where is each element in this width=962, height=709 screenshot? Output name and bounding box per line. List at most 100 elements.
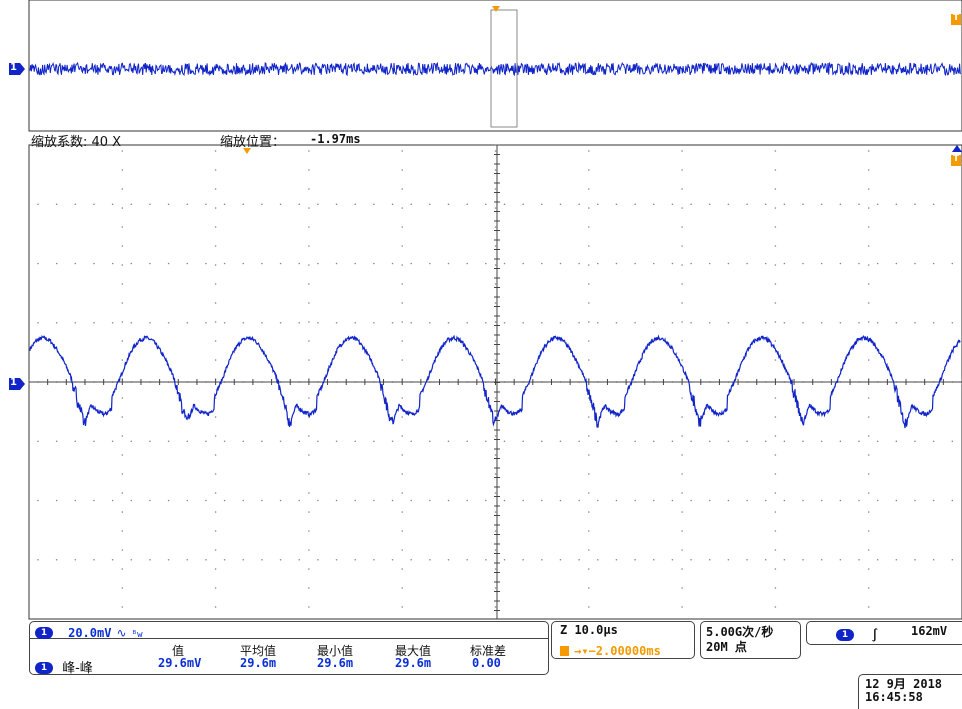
channel-1-ground-marker-zoom[interactable] xyxy=(9,378,25,390)
grid-dot xyxy=(308,340,310,342)
grid-dot xyxy=(308,511,310,513)
grid-dot xyxy=(681,150,683,152)
grid-dot xyxy=(308,530,310,532)
grid-dot xyxy=(494,606,497,608)
grid-dot xyxy=(335,499,338,502)
grid-dot xyxy=(223,499,226,502)
grid-dot xyxy=(690,440,692,443)
grid-dot xyxy=(354,321,357,324)
grid-dot xyxy=(93,321,95,324)
grid-dot xyxy=(932,203,935,206)
grid-dot xyxy=(186,440,189,443)
grid-dot xyxy=(820,499,823,502)
channel-measurement-panel[interactable] xyxy=(29,621,549,675)
grid-dot xyxy=(588,207,590,209)
grid-dot xyxy=(681,245,683,247)
grid-dot xyxy=(447,262,450,265)
grid-dot xyxy=(802,321,804,324)
grid-dot xyxy=(839,321,842,324)
grid-dot xyxy=(671,321,674,324)
trigger-level-marker-overview[interactable] xyxy=(951,14,961,25)
grid-dot xyxy=(401,207,404,209)
measurement-row-peak-to-peak[interactable]: 1 峰-峰 xyxy=(35,657,93,676)
grid-dot xyxy=(401,150,404,152)
acquisition-panel[interactable] xyxy=(700,621,801,659)
grid-dot xyxy=(485,321,487,324)
zoom-position-label: 缩放位置： xyxy=(220,135,286,150)
grid-dot xyxy=(121,169,124,171)
grid-dot xyxy=(167,558,170,561)
grid-dot xyxy=(588,568,590,570)
grid-dot xyxy=(130,203,133,206)
grid-dot xyxy=(494,530,497,532)
grid-dot xyxy=(783,440,786,443)
grid-dot xyxy=(214,549,217,551)
grid-dot xyxy=(588,549,590,551)
grid-dot xyxy=(494,340,497,342)
grid-dot xyxy=(820,203,823,206)
zoom-region-bracket[interactable] xyxy=(490,9,518,128)
grid-dot xyxy=(466,440,468,443)
grid-dot xyxy=(839,499,842,502)
grid-dot xyxy=(37,262,39,265)
grid-dot xyxy=(820,558,823,561)
grid-dot xyxy=(466,262,468,265)
grid-dot xyxy=(317,321,319,324)
grid-dot xyxy=(541,558,543,561)
grid-dot xyxy=(494,245,497,247)
grid-dot xyxy=(541,262,543,265)
grid-dot xyxy=(223,321,226,324)
grid-dot xyxy=(93,440,95,443)
grid-dot xyxy=(764,321,767,324)
overview-trigger-position-marker xyxy=(492,6,500,12)
grid-dot xyxy=(494,226,497,228)
grid-dot xyxy=(317,440,319,443)
grid-dot xyxy=(214,321,217,323)
grid-dot xyxy=(205,558,207,561)
grid-dot xyxy=(746,558,748,561)
grid-dot xyxy=(588,492,590,494)
grid-dot xyxy=(298,499,301,502)
timebase-panel[interactable] xyxy=(551,621,695,659)
grid-dot xyxy=(634,203,636,206)
grid-dot xyxy=(588,454,590,456)
grid-dot xyxy=(308,359,310,361)
trigger-source-badge: 1 xyxy=(836,628,854,641)
grid-dot xyxy=(279,558,282,561)
grid-dot xyxy=(588,340,590,342)
trigger-delay-row: →▾−2.00000ms xyxy=(560,640,661,659)
grid-dot xyxy=(261,558,263,561)
grid-dot xyxy=(494,397,497,399)
channel-1-scale-row[interactable]: 1 20.0mV ∿ ᴮw xyxy=(35,622,143,641)
channel-1-ground-marker-overview[interactable] xyxy=(9,63,25,75)
grid-dot xyxy=(214,473,217,475)
grid-dot xyxy=(588,264,590,266)
grid-dot xyxy=(55,499,58,502)
grid-dot xyxy=(681,359,683,361)
grid-dot xyxy=(55,262,58,265)
grid-dot xyxy=(652,203,655,206)
grid-dot xyxy=(839,558,842,561)
grid-dot xyxy=(876,203,879,206)
grid-dot xyxy=(764,203,767,206)
trigger-panel[interactable] xyxy=(806,621,962,645)
grid-dot xyxy=(186,262,189,265)
grid-dot xyxy=(588,435,590,437)
grid-dot xyxy=(774,606,777,608)
grid-dot xyxy=(401,302,404,304)
grid-dot xyxy=(932,558,935,561)
grid-dot xyxy=(279,203,282,206)
grid-dot xyxy=(214,150,217,152)
grid-dot xyxy=(447,321,450,324)
trigger-level-marker-zoom[interactable] xyxy=(951,155,961,166)
grid-dot xyxy=(867,397,870,399)
grid-dot xyxy=(681,169,683,171)
grid-dot xyxy=(373,440,375,443)
grid-dot xyxy=(522,321,524,324)
record-length: 20M 点 xyxy=(706,640,747,654)
grid-dot xyxy=(214,606,217,608)
grid-dot xyxy=(214,397,217,399)
grid-dot xyxy=(354,262,357,265)
grid-dot xyxy=(494,207,497,209)
grid-dot xyxy=(671,262,674,265)
